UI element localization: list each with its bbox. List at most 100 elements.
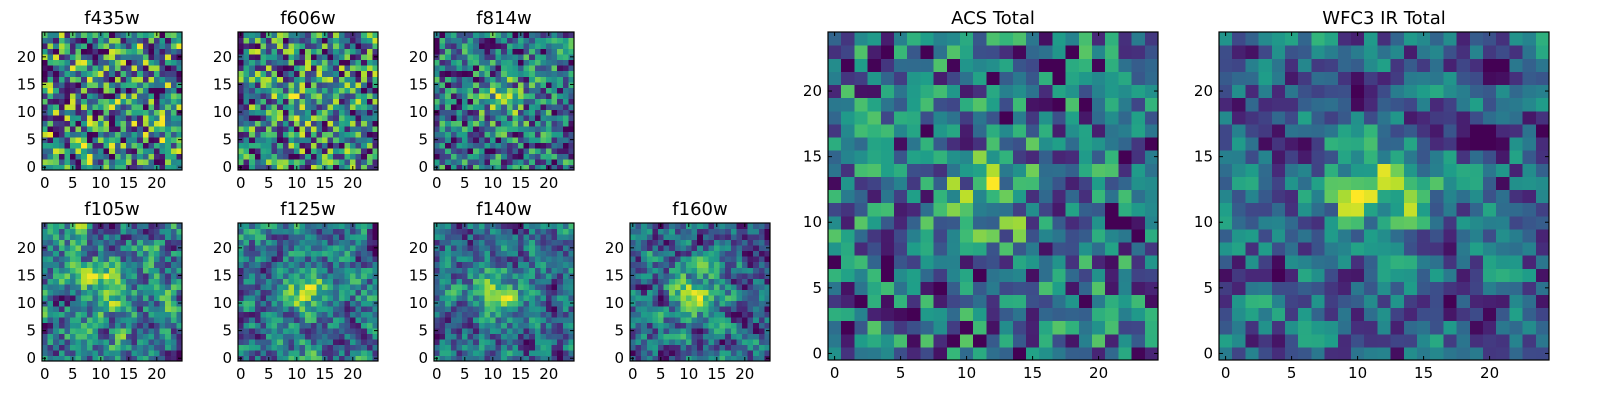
- heatmap-cell: [484, 278, 491, 285]
- heatmap-cell: [142, 98, 149, 105]
- heatmap-cell: [98, 76, 105, 83]
- heatmap-cell: [540, 120, 547, 127]
- heatmap-cell: [338, 283, 345, 290]
- heatmap-cell: [434, 250, 441, 257]
- heatmap-cell: [490, 333, 497, 340]
- heatmap-cell: [70, 300, 77, 307]
- heatmap-cell: [478, 164, 485, 171]
- heatmap-cell: [445, 70, 452, 77]
- heatmap-cell: [81, 333, 88, 340]
- heatmap-cell: [154, 267, 161, 274]
- heatmap-cell: [333, 125, 340, 132]
- heatmap-cell: [562, 245, 569, 252]
- heatmap-cell: [271, 234, 278, 241]
- heatmap-cell: [131, 278, 138, 285]
- heatmap-cell: [260, 250, 267, 257]
- y-tick-label: 0: [614, 349, 624, 367]
- heatmap-cell: [518, 294, 525, 301]
- heatmap-cell: [159, 311, 166, 318]
- heatmap-cell: [333, 59, 340, 66]
- y-tick-label: 0: [418, 349, 428, 367]
- heatmap-cell: [86, 327, 93, 334]
- heatmap-cell: [714, 272, 721, 279]
- heatmap-cell: [747, 228, 754, 235]
- heatmap-cell: [288, 234, 295, 241]
- heatmap-cell: [680, 300, 687, 307]
- heatmap-cell: [75, 239, 82, 246]
- heatmap-cell: [120, 59, 127, 66]
- heatmap-cell: [1052, 241, 1067, 256]
- heatmap-cell: [344, 300, 351, 307]
- heatmap-cell: [1118, 307, 1133, 322]
- heatmap-cell: [260, 43, 267, 50]
- heatmap-cell: [697, 250, 704, 257]
- heatmap-cell: [663, 316, 670, 323]
- heatmap-cell: [747, 289, 754, 296]
- heatmap-cell: [680, 250, 687, 257]
- heatmap-cell: [159, 153, 166, 160]
- heatmap-cell: [355, 103, 362, 110]
- heatmap-cell: [523, 81, 530, 88]
- heatmap-cell: [551, 228, 558, 235]
- heatmap-cell: [271, 136, 278, 143]
- heatmap-cell: [960, 202, 974, 217]
- heatmap-cell: [131, 32, 138, 39]
- heatmap-cell: [880, 150, 895, 164]
- heatmap-cell: [64, 289, 71, 296]
- heatmap-cell: [907, 268, 921, 282]
- heatmap-cell: [159, 120, 166, 127]
- heatmap-cell: [53, 147, 60, 155]
- heatmap-cell: [663, 294, 670, 301]
- heatmap-cell: [254, 245, 261, 252]
- heatmap-cell: [344, 109, 351, 116]
- heatmap-cell: [691, 300, 698, 307]
- heatmap-cell: [316, 327, 323, 334]
- heatmap-cell: [630, 239, 637, 246]
- heatmap-cell: [495, 256, 502, 263]
- panel-title: f125w: [280, 199, 335, 220]
- heatmap-cell: [568, 158, 575, 166]
- heatmap-cell: [1092, 163, 1106, 177]
- heatmap-cell: [708, 245, 715, 252]
- heatmap-cell: [652, 311, 659, 318]
- heatmap-cell: [243, 59, 250, 66]
- heatmap-cell: [708, 327, 715, 334]
- heatmap-cell: [271, 256, 278, 263]
- heatmap-cell: [260, 32, 267, 39]
- heatmap-cell: [81, 120, 88, 127]
- heatmap-cell: [142, 70, 149, 77]
- heatmap-cell: [137, 43, 144, 50]
- heatmap-cell: [506, 103, 513, 110]
- heatmap-cell: [271, 65, 278, 72]
- heatmap-cell: [894, 163, 908, 177]
- heatmap-cell: [64, 59, 71, 66]
- heatmap-cell: [702, 289, 709, 296]
- heatmap-cell: [47, 311, 54, 318]
- heatmap-cell: [758, 228, 765, 235]
- x-tick-label: 10: [287, 174, 306, 192]
- heatmap-cell: [708, 256, 715, 263]
- heatmap-cell: [546, 131, 553, 138]
- heatmap-cell: [546, 344, 553, 351]
- heatmap-cell: [344, 344, 351, 351]
- heatmap-cell: [294, 87, 301, 94]
- heatmap-cell: [282, 344, 289, 351]
- heatmap-cell: [1052, 202, 1067, 217]
- heatmap-cell: [506, 54, 513, 61]
- heatmap-cell: [170, 338, 177, 346]
- heatmap-cell: [854, 228, 869, 243]
- heatmap-cell: [366, 239, 373, 246]
- heatmap-cell: [434, 43, 441, 50]
- heatmap-cell: [529, 250, 536, 257]
- heatmap-cell: [478, 70, 485, 77]
- heatmap-cell: [506, 32, 513, 39]
- heatmap-cell: [758, 234, 765, 241]
- heatmap-cell: [350, 114, 357, 121]
- heatmap-cell: [238, 65, 245, 72]
- heatmap-cell: [841, 241, 855, 256]
- heatmap-cell: [652, 349, 659, 357]
- heatmap-cell: [109, 109, 116, 116]
- heatmap-cell: [294, 54, 301, 61]
- heatmap-cell: [260, 120, 267, 127]
- heatmap-cell: [758, 250, 765, 257]
